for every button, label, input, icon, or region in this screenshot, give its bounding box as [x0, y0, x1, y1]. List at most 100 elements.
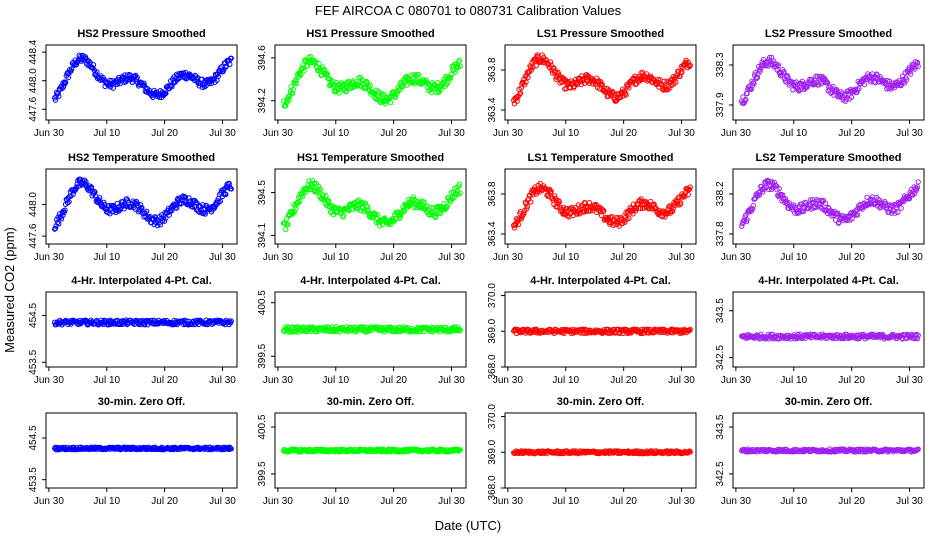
data-series [739, 331, 921, 342]
y-tick-label: 399.5 [257, 461, 268, 486]
data-point [581, 209, 587, 215]
data-point [898, 205, 904, 211]
x-tick-label: Jun 30 [721, 252, 751, 263]
data-point [120, 74, 127, 81]
panel-1: HS2 Pressure Smoothed Jun 30 Jul 10 Jul 20 J… [28, 28, 238, 139]
x-tick-label: Jun 30 [721, 496, 751, 507]
data-point [161, 91, 168, 98]
y-tick-label: 363.8 [487, 181, 498, 206]
data-point [415, 71, 422, 78]
x-tick-label: Jul 30 [438, 375, 465, 386]
data-point [868, 331, 874, 337]
x-tick-label: Jul 10 [780, 128, 807, 139]
data-point [448, 74, 454, 81]
plot-frame [274, 412, 467, 489]
x-tick-label: Jul 30 [896, 375, 923, 386]
data-point [524, 203, 530, 209]
data-point [600, 208, 606, 215]
data-point [518, 85, 524, 91]
x-tick-label: Jul 30 [668, 252, 695, 263]
panel-title: 30-min. Zero Off. [785, 396, 872, 408]
x-tick-label: Jul 20 [838, 128, 865, 139]
data-point [129, 79, 136, 86]
data-point [444, 203, 450, 209]
panel-10: 4-Hr. Interpolated 4-Pt. Cal. Jun 30 Jul 1… [257, 275, 467, 386]
data-point [749, 206, 756, 212]
data-point [914, 335, 921, 342]
x-tick-label: Jul 30 [209, 252, 236, 263]
data-point [854, 87, 861, 93]
y-tick-label: 368.0 [487, 475, 498, 500]
data-point [162, 91, 168, 97]
data-point [875, 196, 881, 202]
data-series [739, 54, 921, 107]
data-point [62, 207, 68, 213]
data-point [525, 74, 531, 81]
x-tick-label: Jul 20 [610, 252, 637, 263]
y-tick-label: 338.2 [715, 181, 726, 206]
plot-frame [274, 168, 467, 245]
data-point [517, 90, 524, 96]
data-point [756, 192, 763, 198]
data-point [101, 199, 107, 206]
x-tick-label: Jul 30 [209, 375, 236, 386]
data-point [796, 88, 802, 94]
x-tick-label: Jul 30 [438, 496, 465, 507]
x-tick-label: Jun 30 [493, 252, 523, 263]
data-point [908, 71, 914, 77]
y-tick-label: 342.5 [715, 461, 726, 486]
data-point [687, 184, 693, 190]
panel-12: 4-Hr. Interpolated 4-Pt. Cal. Jun 30 Jul 1… [715, 275, 925, 386]
plot-frame [732, 168, 925, 245]
data-point [173, 202, 179, 208]
y-tick-label: 343.5 [715, 298, 726, 323]
x-tick-label: Jun 30 [493, 496, 523, 507]
data-point [377, 223, 383, 229]
x-tick-label: Jul 20 [610, 375, 637, 386]
data-point [760, 56, 767, 63]
data-point [52, 225, 59, 232]
data-point [752, 69, 758, 76]
data-series [52, 444, 234, 453]
data-point [226, 180, 232, 187]
data-point [598, 79, 604, 85]
x-tick-label: Jul 10 [93, 375, 120, 386]
plot-frame [732, 412, 925, 489]
data-point [343, 206, 349, 213]
x-tick-label: Jul 30 [668, 375, 695, 386]
y-tick-label: 454.5 [28, 302, 39, 327]
y-tick-label: 448.0 [28, 192, 39, 217]
y-tick-label: 337.9 [715, 92, 726, 117]
data-point [799, 78, 805, 85]
x-tick-label: Jul 10 [552, 252, 579, 263]
data-point [457, 63, 463, 69]
data-point [154, 222, 161, 229]
data-point [533, 63, 539, 69]
data-point [673, 79, 679, 85]
data-point [330, 83, 337, 89]
data-point [300, 193, 306, 200]
data-point [285, 221, 291, 228]
data-point [762, 59, 768, 66]
x-tick-label: Jul 20 [151, 252, 178, 263]
plot-frame [732, 44, 925, 121]
x-tick-label: Jun 30 [34, 252, 64, 263]
data-point [747, 83, 753, 89]
panel-6: HS1 Temperature Smoothed Jun 30 Jul 10 Jul … [257, 152, 467, 263]
data-point [438, 86, 444, 93]
data-point [283, 226, 289, 233]
data-point [52, 97, 59, 103]
data-point [518, 216, 524, 222]
data-point [141, 80, 147, 87]
panel-8: LS2 Temperature Smoothed Jun 30 Jul 10 Jul … [715, 152, 925, 263]
data-point [428, 89, 435, 96]
data-point [283, 102, 289, 109]
x-tick-label: Jul 20 [151, 375, 178, 386]
data-point [343, 88, 350, 95]
data-point [293, 80, 300, 87]
y-tick-label: 448.4 [28, 39, 39, 64]
data-point [121, 206, 127, 212]
panel-14: 30-min. Zero Off. Jun 30 Jul 10 Jul 20 Jul 3… [257, 396, 467, 507]
data-point [408, 72, 414, 78]
